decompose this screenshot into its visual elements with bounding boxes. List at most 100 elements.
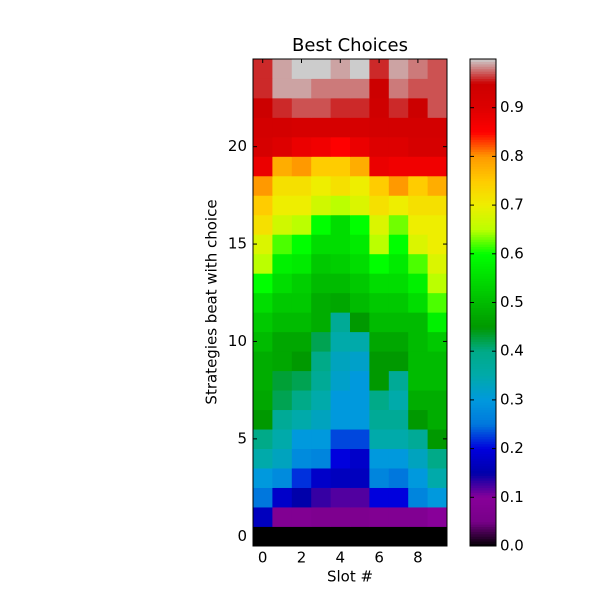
colorbar-segment (470, 127, 496, 131)
colorbar-segment (470, 494, 496, 498)
heatmap-cell (388, 273, 409, 294)
colorbar-segment (470, 300, 496, 303)
heatmap-cell (350, 312, 370, 333)
heatmap-cell (291, 97, 312, 118)
heatmap-cell (350, 117, 370, 138)
heatmap-cell (350, 59, 370, 79)
heatmap-cell (330, 351, 351, 372)
heatmap-cell (330, 468, 351, 488)
colorbar-segment (470, 509, 496, 513)
colorbar-segment (470, 446, 496, 450)
heatmap-cell (253, 351, 273, 372)
colorbar-segment (470, 377, 496, 381)
heatmap-cell (311, 59, 331, 79)
heatmap-cell (388, 78, 409, 99)
colorbar-segment (470, 353, 496, 357)
colorbar-segment (470, 380, 496, 384)
colorbar-segment (470, 460, 496, 464)
colorbar-segment (470, 399, 496, 403)
heatmap-cell (272, 429, 293, 449)
heatmap-cell (388, 312, 409, 333)
colorbar-segment (470, 161, 496, 165)
colorbar-segment (470, 234, 496, 238)
colorbar-segment (470, 158, 496, 162)
colorbar-segment (470, 105, 496, 109)
heatmap-cell (350, 136, 370, 157)
heatmap-cell (408, 253, 428, 274)
colorbar-segment (470, 149, 496, 153)
heatmap-cell (253, 78, 273, 99)
colorbar-segment (470, 455, 496, 459)
colorbar-segment (470, 253, 496, 257)
heatmap-cell (427, 370, 448, 391)
colorbar-segment (470, 543, 496, 547)
heatmap-cell (369, 117, 390, 138)
colorbar-segment (470, 76, 496, 79)
colorbar-segment (470, 112, 496, 116)
heatmap-cell (272, 390, 293, 411)
colorbar-segment (470, 290, 496, 294)
colorbar-segment (470, 373, 496, 377)
colorbar-segment (470, 100, 496, 104)
heatmap-cell (330, 253, 351, 274)
heatmap-cell (253, 214, 273, 235)
heatmap-cell (330, 526, 351, 547)
colorbar-segment (470, 392, 496, 396)
colorbar-segment (470, 175, 496, 179)
colorbar-segment (470, 499, 496, 503)
colorbar-segment (470, 95, 496, 99)
heatmap-cell (369, 78, 390, 99)
heatmap-cell (388, 448, 409, 469)
heatmap-cell (291, 292, 312, 313)
colorbar-segment (470, 414, 496, 418)
heatmap-cell (253, 429, 273, 449)
heatmap-cell (253, 273, 273, 294)
heatmap-cell (388, 156, 409, 177)
heatmap-cell (311, 214, 331, 235)
heatmap-cell (330, 78, 351, 99)
colorbar-tick-label: 0.0 (500, 537, 524, 555)
heatmap-cell (253, 331, 273, 352)
heatmap-cell (408, 312, 428, 333)
colorbar-segment (470, 485, 496, 489)
heatmap-cell (427, 448, 448, 469)
colorbar-segment (470, 183, 496, 187)
heatmap-cell (311, 273, 331, 294)
heatmap-cell (427, 117, 448, 138)
heatmap-cell (253, 234, 273, 255)
heatmap-cell (408, 97, 428, 118)
colorbar-segment (470, 97, 496, 101)
heatmap-cell (350, 507, 370, 527)
colorbar-segment (470, 431, 496, 435)
colorbar-segment (470, 402, 496, 406)
colorbar-segment (470, 246, 496, 250)
colorbar-segment (470, 258, 496, 262)
colorbar-segment (470, 375, 496, 379)
colorbar-segment (470, 129, 496, 133)
heatmap-cell (350, 468, 370, 488)
heatmap-cell (369, 351, 390, 372)
heatmap-cell (291, 370, 312, 391)
heatmap-cell (330, 97, 351, 118)
plot-frame (252, 58, 448, 547)
colorbar-segment (470, 292, 496, 296)
heatmap-cell (311, 78, 331, 99)
colorbar-segment (470, 524, 496, 528)
heatmap-cell (330, 390, 351, 411)
colorbar-segment (470, 343, 496, 347)
colorbar-segment (470, 59, 496, 62)
heatmap-cell (408, 487, 428, 508)
heatmap-cell (408, 78, 428, 99)
colorbar-segment (470, 470, 496, 474)
heatmap-cell (388, 292, 409, 313)
colorbar-segment (470, 356, 496, 360)
colorbar-segment (470, 78, 496, 82)
colorbar-segment (470, 136, 496, 140)
colorbar-segment (470, 465, 496, 469)
colorbar-segment (470, 331, 496, 335)
colorbar-segment (470, 477, 496, 481)
colorbar-segment (470, 346, 496, 350)
colorbar-tick-label: 0.7 (500, 196, 524, 214)
colorbar-segment (470, 538, 496, 542)
heatmap-cell (311, 370, 331, 391)
